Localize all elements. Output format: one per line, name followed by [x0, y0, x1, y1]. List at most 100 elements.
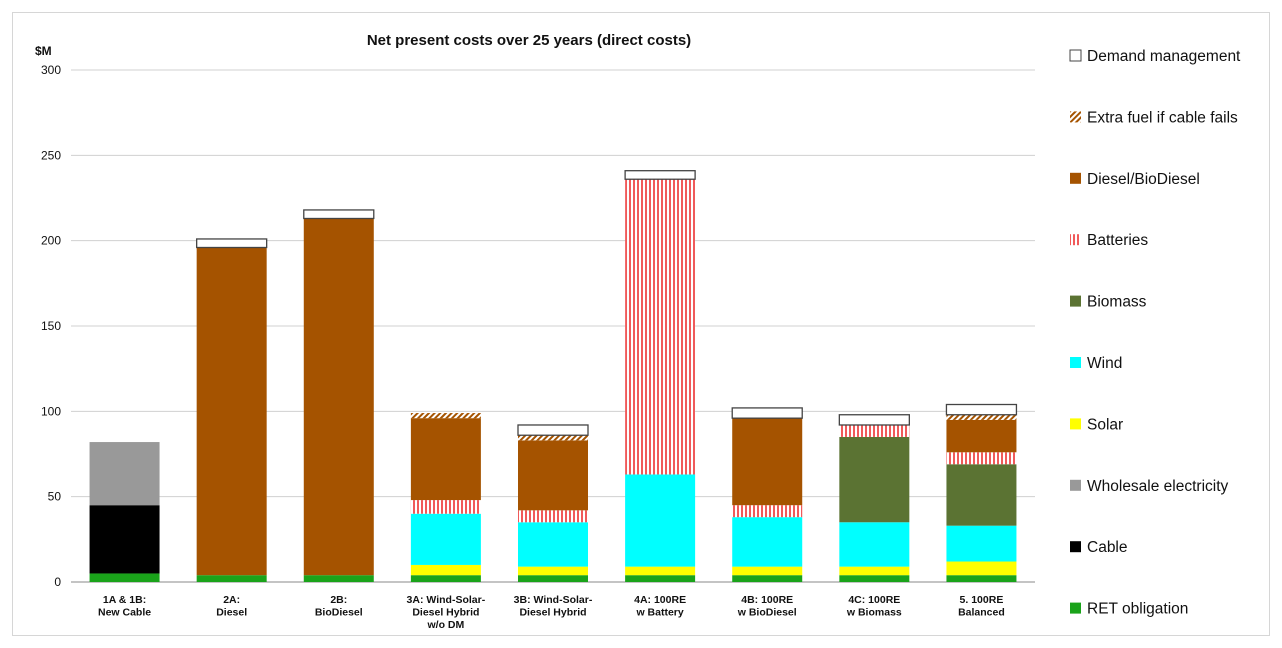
bar-segment-diesel-biodiesel [518, 440, 588, 511]
bar-stack [410, 413, 481, 582]
x-tick-label: 3A: Wind-Solar- [407, 594, 486, 606]
legend-label: RET obligation [1087, 601, 1188, 618]
y-tick-label: 0 [54, 575, 61, 589]
x-tick-label: w BioDiesel [737, 607, 797, 619]
bar-stack [303, 209, 375, 582]
y-tick-label: 100 [41, 404, 61, 418]
bar-stack [838, 414, 910, 582]
bar-segment-ret-obligation [196, 575, 267, 582]
bar-segment-diesel-biodiesel [303, 218, 374, 576]
legend-swatch [1070, 111, 1081, 123]
bar-segment-solar [410, 564, 481, 576]
bar-stack [517, 424, 589, 582]
bar-stack [731, 407, 803, 582]
x-tick-label: w Biomass [846, 607, 902, 619]
x-tick-label: BioDiesel [315, 607, 363, 619]
y-tick-label: 250 [41, 148, 61, 162]
bar-segment-ret-obligation [946, 575, 1017, 582]
bar-segment-extra-fuel-if-cable-fails [518, 435, 588, 441]
legend-item: Demand management [1069, 48, 1241, 65]
legend-label: Batteries [1087, 232, 1148, 249]
x-tick-label: 5. 100RE [960, 594, 1004, 606]
bar-segment-wholesale-electricity [89, 442, 160, 506]
x-tick-label: 2B: [330, 594, 347, 606]
bar-segment-demand-management [196, 238, 268, 249]
legend-item: Batteries [1070, 232, 1148, 249]
chart-frame: Net present costs over 25 years (direct … [12, 12, 1270, 636]
bar-segment-diesel-biodiesel [946, 419, 1017, 453]
y-tick-label: 300 [41, 63, 61, 77]
legend-swatch [1070, 295, 1081, 307]
x-tick-label: 3B: Wind-Solar- [514, 594, 593, 606]
legend-swatch [1070, 479, 1081, 491]
bar-stack [89, 442, 160, 582]
legend-item: Solar [1070, 416, 1123, 433]
bar-segment-batteries [625, 179, 696, 475]
legend-item: RET obligation [1070, 601, 1188, 618]
x-tick-label: Diesel Hybrid [519, 607, 586, 619]
bar-segment-ret-obligation [839, 575, 910, 582]
x-tick-label: 1A & 1B: [103, 594, 146, 606]
y-tick-label: 50 [48, 490, 62, 504]
x-tick-label: Diesel [216, 607, 247, 619]
legend-swatch [1070, 234, 1081, 246]
legend-label: Demand management [1087, 48, 1241, 65]
legend-item: Wind [1070, 355, 1122, 372]
bar-segment-wind [839, 522, 910, 567]
x-tick-label: Balanced [958, 607, 1005, 619]
bar-segment-ret-obligation [89, 573, 160, 582]
bar-segment-demand-management [624, 170, 696, 180]
bar-segment-solar [518, 566, 588, 576]
legend-item: Extra fuel if cable fails [1070, 109, 1238, 126]
x-tick-label: 4C: 100RE [848, 594, 900, 606]
x-tick-label: 4A: 100RE [634, 594, 686, 606]
bar-segment-diesel-biodiesel [196, 247, 267, 576]
x-tick-label: Diesel Hybrid [412, 607, 479, 619]
legend-label: Wind [1087, 355, 1122, 372]
bar-segment-solar [839, 566, 910, 576]
bar-segment-biomass [946, 464, 1017, 526]
bar-segment-ret-obligation [518, 575, 588, 582]
bar-segment-wind [732, 517, 803, 567]
bar-segment-ret-obligation [732, 575, 803, 582]
bar-stack [945, 403, 1018, 582]
bar-segment-batteries [518, 510, 588, 523]
legend-label: Cable [1087, 539, 1128, 556]
bar-segment-cable [89, 505, 160, 574]
bar-segment-extra-fuel-if-cable-fails [410, 413, 481, 419]
chart: Net present costs over 25 years (direct … [35, 32, 1241, 631]
bars [89, 170, 1018, 582]
legend-label: Diesel/BioDiesel [1087, 171, 1200, 188]
bar-segment-batteries [732, 505, 803, 518]
x-tick-label: 2A: [223, 594, 240, 606]
y-tick-label: 150 [41, 319, 61, 333]
bar-segment-diesel-biodiesel [732, 418, 803, 506]
legend-label: Solar [1087, 416, 1123, 433]
legend-item: Biomass [1070, 294, 1147, 311]
bar-segment-wind [946, 525, 1017, 562]
legend: Demand management Extra fuel if cable fai… [1069, 48, 1241, 618]
bar-stack [624, 170, 696, 582]
bar-segment-solar [946, 561, 1017, 576]
bar-segment-extra-fuel-if-cable-fails [946, 414, 1017, 420]
bar-segment-ret-obligation [625, 575, 696, 582]
bar-segment-wind [518, 522, 588, 567]
legend-label: Biomass [1087, 294, 1147, 311]
y-tick-labels: 0 50 100 150 200 250 300 [41, 63, 61, 589]
bar-segment-wind [410, 513, 481, 565]
bar-segment-demand-management [517, 424, 589, 436]
x-tick-label: w Battery [635, 607, 683, 619]
bar-segment-batteries [946, 452, 1017, 465]
bar-segment-demand-management [838, 414, 910, 426]
bar-segment-solar [732, 566, 803, 576]
bar-segment-ret-obligation [410, 575, 481, 582]
bar-segment-demand-management [945, 403, 1018, 416]
bar-segment-batteries [410, 500, 481, 514]
legend-swatch [1070, 357, 1081, 368]
bar-segment-demand-management [303, 209, 375, 220]
bar-segment-ret-obligation [303, 575, 374, 582]
legend-swatch [1070, 172, 1081, 184]
bar-segment-solar [625, 566, 696, 576]
x-tick-label: w/o DM [427, 619, 465, 631]
legend-label: Wholesale electricity [1087, 478, 1229, 495]
